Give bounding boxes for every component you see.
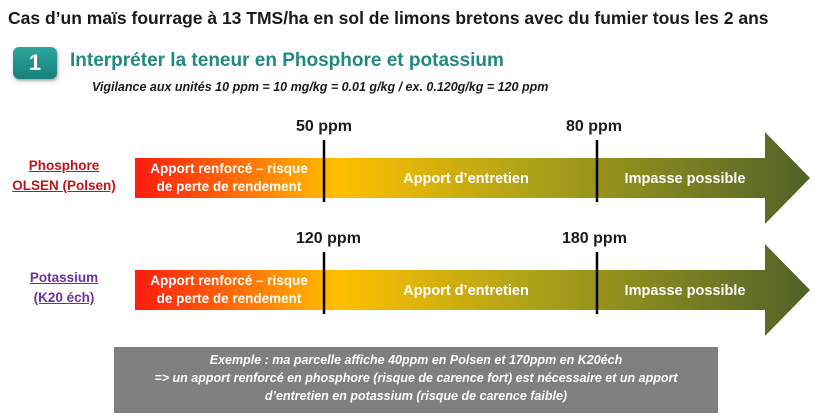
phosphore-zone-reinforced: Apport renforcé – risque de perte de ren… bbox=[138, 160, 320, 196]
step-number-badge: 1 bbox=[13, 47, 57, 79]
example-box: Exemple : ma parcelle affiche 40ppm en P… bbox=[114, 347, 718, 413]
potassium-label-line2: (K20 éch) bbox=[33, 290, 95, 305]
zone-reinforced-line1: Apport renforcé – risque bbox=[150, 161, 308, 176]
potassium-threshold-high: 180 ppm bbox=[562, 230, 627, 247]
potassium-zone-reinforced: Apport renforcé – risque de perte de ren… bbox=[138, 272, 320, 308]
phosphore-label: Phosphore OLSEN (Polsen) bbox=[2, 156, 126, 196]
units-note: Vigilance aux unités 10 ppm = 10 mg/kg =… bbox=[92, 80, 549, 94]
phosphore-scale-arrow bbox=[135, 132, 810, 224]
phosphore-zone-skip: Impasse possible bbox=[624, 171, 746, 187]
potassium-threshold-low: 120 ppm bbox=[296, 230, 361, 247]
phosphore-threshold-high: 80 ppm bbox=[566, 118, 623, 135]
potassium-zone-maintenance: Apport d’entretien bbox=[403, 283, 529, 299]
zone-reinforced-line2: de perte de rendement bbox=[156, 291, 302, 306]
potassium-zone-skip: Impasse possible bbox=[624, 283, 746, 299]
example-line3: d’entretien en potassium (risque de care… bbox=[264, 389, 568, 403]
phosphore-label-line2: OLSEN (Polsen) bbox=[12, 178, 116, 193]
example-line1: Exemple : ma parcelle affiche 40ppm en P… bbox=[209, 353, 623, 367]
zone-reinforced-line1: Apport renforcé – risque bbox=[150, 273, 308, 288]
potassium-scale-arrow bbox=[135, 244, 810, 336]
example-line2: => un apport renforcé en phosphore (risq… bbox=[154, 371, 678, 385]
page-title: Cas d’un maïs fourrage à 13 TMS/ha en so… bbox=[8, 8, 769, 28]
phosphore-zone-maintenance: Apport d’entretien bbox=[403, 171, 529, 187]
phosphore-label-line1: Phosphore bbox=[28, 158, 100, 173]
potassium-label-line1: Potassium bbox=[29, 270, 99, 285]
zone-reinforced-line2: de perte de rendement bbox=[156, 179, 302, 194]
potassium-label: Potassium (K20 éch) bbox=[2, 268, 126, 308]
section-heading: Interpréter la teneur en Phosphore et po… bbox=[70, 50, 504, 71]
phosphore-threshold-low: 50 ppm bbox=[296, 118, 353, 135]
